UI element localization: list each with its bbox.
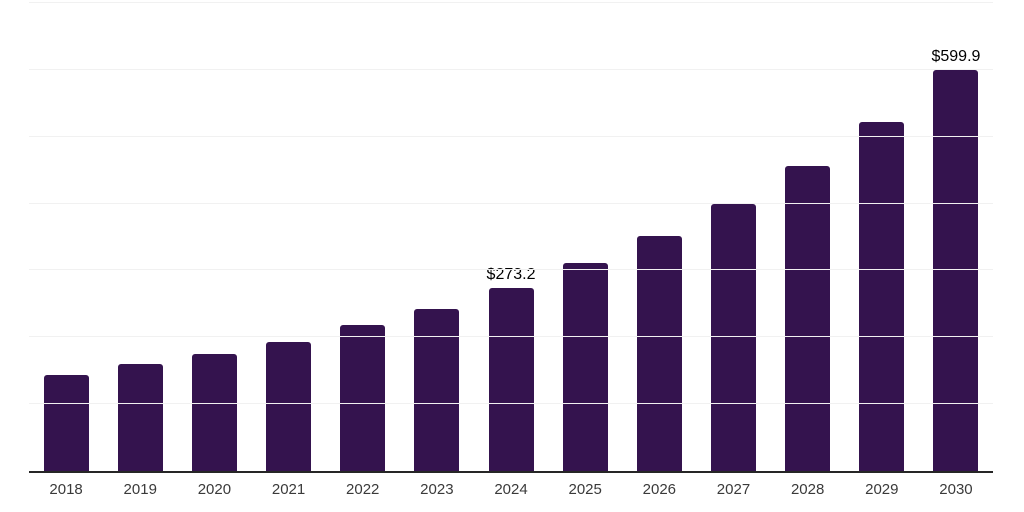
x-tick-label-2026: 2026 [642, 481, 677, 498]
x-tick-label-2021: 2021 [271, 481, 306, 498]
bar-column-2019 [103, 3, 177, 471]
gridline-400 [29, 202, 993, 204]
x-tick-label-2030: 2030 [939, 481, 973, 498]
bar-value-label-2024: $273.2 [486, 266, 536, 284]
x-tick-label-2019: 2019 [123, 481, 157, 498]
gridline-100 [29, 403, 993, 405]
bar-column-2029 [845, 3, 919, 471]
bar-2018 [43, 375, 89, 471]
gridline-700 [29, 2, 993, 3]
bar-2030 [933, 69, 979, 471]
bar-column-2022 [326, 3, 400, 471]
bar-column-2021 [251, 3, 325, 471]
x-tick-label-2023: 2023 [420, 481, 454, 498]
bar-column-2030: $599.9 [919, 3, 993, 471]
bar-column-2024: $273.2 [474, 3, 548, 471]
x-tick-label-2028: 2028 [790, 481, 825, 498]
gridline-600 [29, 68, 993, 70]
bar-2028 [785, 166, 831, 471]
bar-value-label-2030: $599.9 [931, 47, 981, 65]
x-tick-label-2027: 2027 [716, 481, 751, 498]
bar-column-2020 [177, 3, 251, 471]
bar-2022 [340, 324, 386, 471]
bar-column-2018 [29, 3, 103, 471]
bar-2020 [191, 354, 237, 471]
gridline-200 [29, 336, 993, 338]
bar-2025 [562, 263, 608, 471]
bar-column-2026 [622, 3, 696, 471]
bar-column-2028 [771, 3, 845, 471]
x-tick-label-2029: 2029 [865, 481, 899, 498]
plot-area: $273.2 $599.9 [29, 2, 993, 473]
bar-2023 [414, 308, 460, 471]
bar-2024 [488, 288, 534, 471]
x-tick-label-2025: 2025 [568, 481, 602, 498]
x-tick-label-2022: 2022 [346, 481, 380, 498]
x-tick-label-2024: 2024 [494, 481, 528, 498]
x-tick-label-2020: 2020 [197, 481, 232, 498]
bar-2029 [859, 121, 905, 471]
x-tick-label-2018: 2018 [49, 481, 83, 498]
gridline-500 [29, 135, 993, 137]
gridline-300 [29, 269, 993, 271]
x-axis-tick-labels: 2018 2019 2020 2021 2022 2023 2024 2025 2026 2027… [29, 477, 993, 503]
bar-column-2025 [548, 3, 622, 471]
bars-row: $273.2 $599.9 [29, 3, 993, 471]
bar-2019 [117, 364, 163, 471]
bar-2026 [636, 235, 682, 471]
bar-2021 [266, 341, 312, 471]
bar-column-2027 [696, 3, 770, 471]
bar-column-2023 [400, 3, 474, 471]
